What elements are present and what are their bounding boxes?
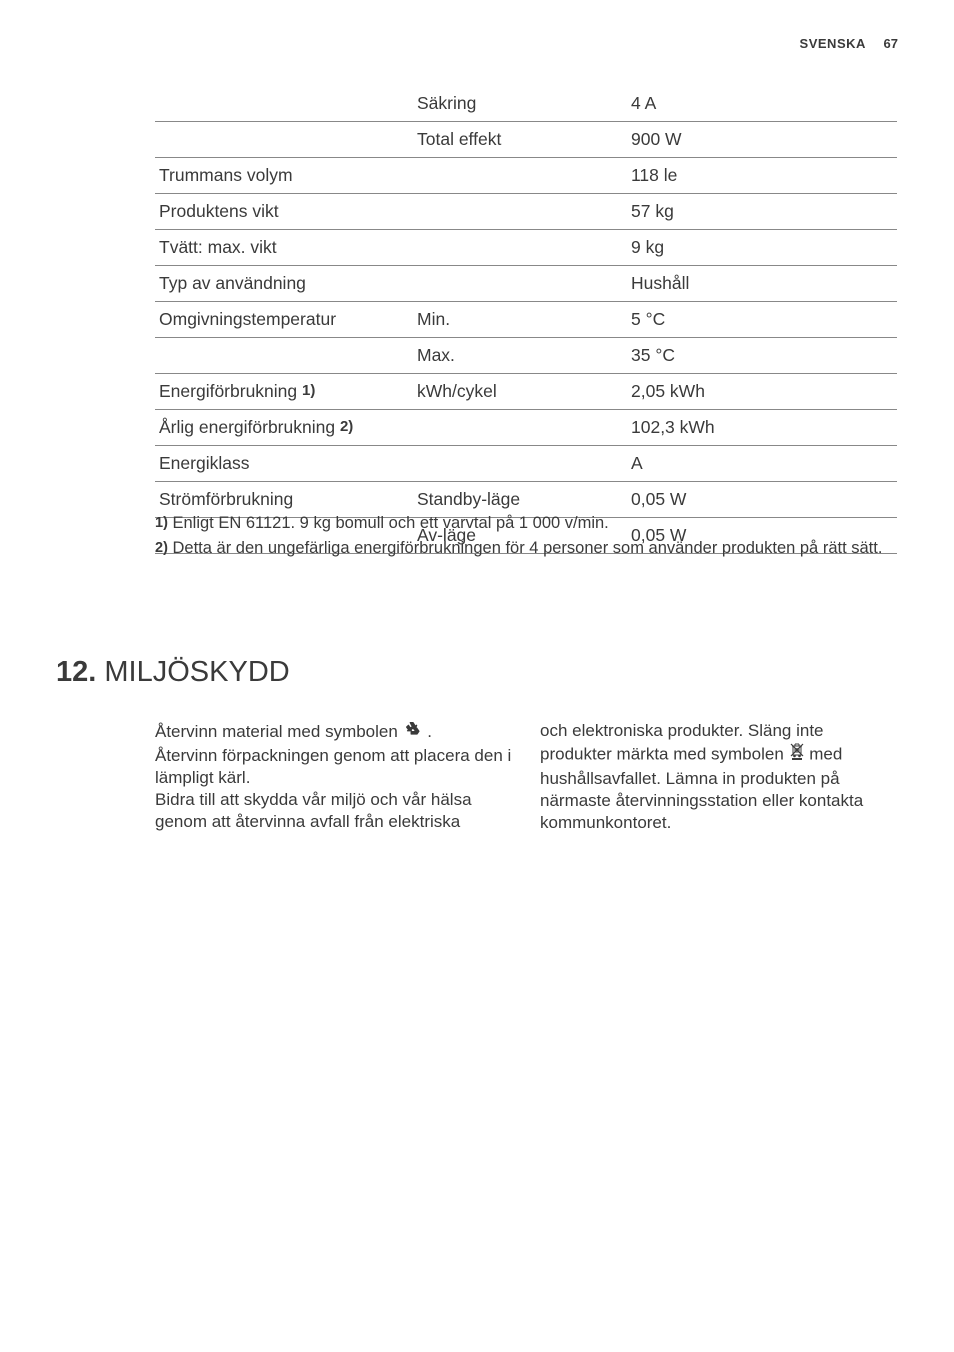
table-row: Tvätt: max. vikt 9 kg xyxy=(155,230,897,266)
body-text-fragment: Återvinn material med symbolen xyxy=(155,722,403,741)
table-cell: 5 °C xyxy=(627,302,897,338)
table-cell xyxy=(155,86,413,122)
table-cell xyxy=(413,230,627,266)
table-cell: Min. xyxy=(413,302,627,338)
table-cell xyxy=(413,446,627,482)
table-cell: Hushåll xyxy=(627,266,897,302)
table-cell xyxy=(413,158,627,194)
table-cell: Tvätt: max. vikt xyxy=(155,230,413,266)
table-cell: Trummans volym xyxy=(155,158,413,194)
section-number: 12. xyxy=(56,656,96,688)
section-title: MILJÖSKYDD xyxy=(104,656,289,688)
body-column-right: och elektroniska produkter. Släng inte p… xyxy=(540,720,897,834)
body-text-fragment: Bidra till att skydda vår miljö och vår … xyxy=(155,790,472,831)
footnote-number: 1) xyxy=(155,515,168,531)
table-row: Säkring4 A xyxy=(155,86,897,122)
table-cell: Årlig energiförbrukning 2) xyxy=(155,410,413,446)
table-row: OmgivningstemperaturMin.5 °C xyxy=(155,302,897,338)
header-page-number: 67 xyxy=(884,36,898,51)
table-row: Total effekt900 W xyxy=(155,122,897,158)
table-row: Årlig energiförbrukning 2) 102,3 kWh xyxy=(155,410,897,446)
table-cell: 9 kg xyxy=(627,230,897,266)
header-language: SVENSKA xyxy=(800,36,866,51)
table-cell xyxy=(413,194,627,230)
table-cell: Energiklass xyxy=(155,446,413,482)
table-row: Produktens vikt 57 kg xyxy=(155,194,897,230)
page-header: SVENSKA 67 xyxy=(800,36,898,51)
table-row: Max.35 °C xyxy=(155,338,897,374)
footnote-ref: 1) xyxy=(302,382,315,399)
table-cell xyxy=(155,122,413,158)
table-row: Energiförbrukning 1)kWh/cykel2,05 kWh xyxy=(155,374,897,410)
recycle-icon xyxy=(403,719,423,744)
table-cell: 2,05 kWh xyxy=(627,374,897,410)
table-cell: Typ av användning xyxy=(155,266,413,302)
table-cell: 118 le xyxy=(627,158,897,194)
table-cell: Max. xyxy=(413,338,627,374)
footnote-number: 2) xyxy=(155,540,168,556)
body-text-fragment: och elektroniska produkter. Släng inte p… xyxy=(540,721,824,764)
footnote: 2) Detta är den ungefärliga energiförbru… xyxy=(155,537,897,560)
table-row: Typ av användning Hushåll xyxy=(155,266,897,302)
body-text-fragment: Återvinn förpackningen genom att placera… xyxy=(155,746,511,787)
table-cell: Säkring xyxy=(413,86,627,122)
table-cell xyxy=(155,338,413,374)
table-cell xyxy=(413,410,627,446)
table-cell: 900 W xyxy=(627,122,897,158)
table-cell xyxy=(413,266,627,302)
footnote: 1) Enligt EN 61121. 9 kg bomull och ett … xyxy=(155,512,897,535)
table-cell: 57 kg xyxy=(627,194,897,230)
footnotes: 1) Enligt EN 61121. 9 kg bomull och ett … xyxy=(155,512,897,561)
footnote-text: Enligt EN 61121. 9 kg bomull och ett var… xyxy=(168,514,609,532)
body-text: Återvinn material med symbolen . Återvin… xyxy=(155,720,897,834)
table-row: Trummans volym 118 le xyxy=(155,158,897,194)
crossed-out-bin-icon xyxy=(789,741,805,767)
specs-table: Säkring4 ATotal effekt900 WTrummans voly… xyxy=(155,86,897,554)
table-cell: Omgivningstemperatur xyxy=(155,302,413,338)
table-cell: 102,3 kWh xyxy=(627,410,897,446)
table-cell: 4 A xyxy=(627,86,897,122)
body-text-fragment: med xyxy=(805,745,843,764)
section-heading: 12. MILJÖSKYDD xyxy=(56,656,290,689)
footnote-ref: 2) xyxy=(340,418,353,435)
body-column-left: Återvinn material med symbolen . Återvin… xyxy=(155,720,512,834)
table-cell: A xyxy=(627,446,897,482)
table-cell: kWh/cykel xyxy=(413,374,627,410)
table-cell: 35 °C xyxy=(627,338,897,374)
footnote-text: Detta är den ungefärliga energiförbrukni… xyxy=(168,539,883,557)
table-cell: Total effekt xyxy=(413,122,627,158)
table-row: Energiklass A xyxy=(155,446,897,482)
table-cell: Energiförbrukning 1) xyxy=(155,374,413,410)
body-text-fragment: . xyxy=(423,722,432,741)
body-text-fragment: hushållsavfallet. Lämna in produkten på … xyxy=(540,769,863,832)
table-cell: Produktens vikt xyxy=(155,194,413,230)
